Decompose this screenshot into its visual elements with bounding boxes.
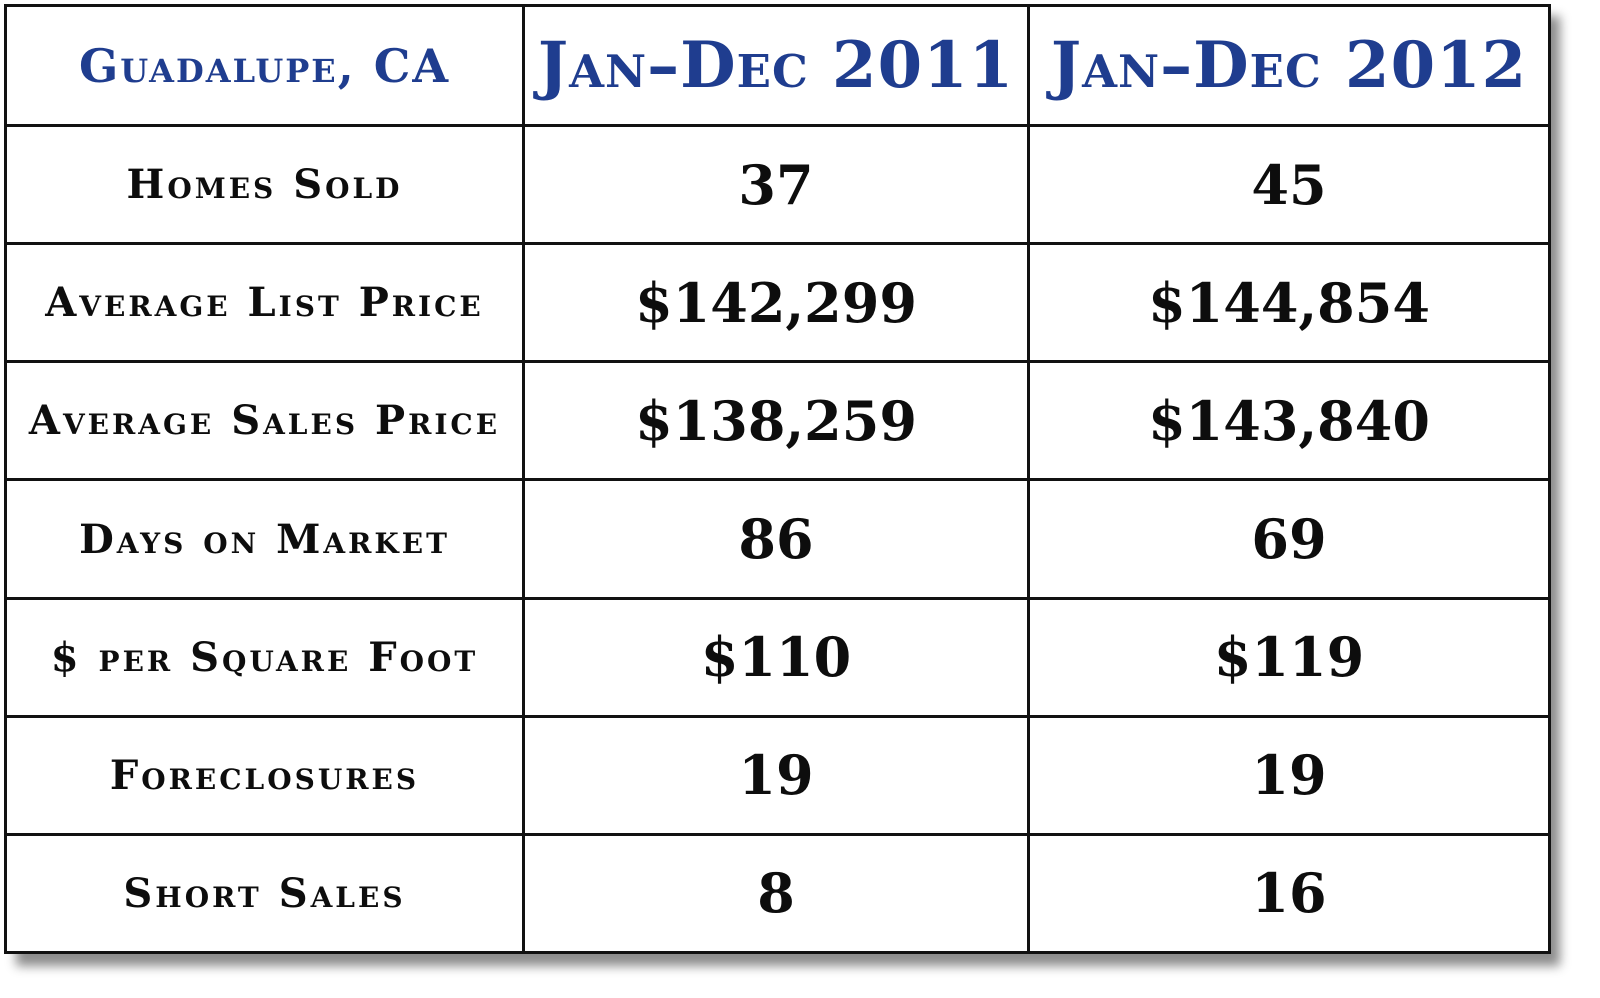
value-2011: 86 xyxy=(738,507,814,571)
row-label: Homes Sold xyxy=(126,161,403,209)
value-2012: 69 xyxy=(1251,507,1327,571)
location-header: Guadalupe, CA xyxy=(4,3,525,128)
value-2011: 19 xyxy=(738,743,814,808)
value-2011-cell: 19 xyxy=(522,714,1030,836)
row-label-cell: $ per Square Foot xyxy=(4,596,525,718)
value-2012-cell: 19 xyxy=(1027,714,1551,836)
market-stats-table: Guadalupe, CA Jan–Dec 2011 Jan–Dec 2012 … xyxy=(4,3,1551,955)
value-2012: $144,854 xyxy=(1148,270,1430,335)
stats-card: Guadalupe, CA Jan–Dec 2011 Jan–Dec 2012 … xyxy=(4,3,1551,955)
value-2011-cell: $142,299 xyxy=(522,242,1030,364)
value-2011: $110 xyxy=(700,625,852,690)
row-label: $ per Square Foot xyxy=(50,633,479,681)
value-2012: $143,840 xyxy=(1148,388,1430,453)
value-2012-cell: 69 xyxy=(1027,478,1551,600)
row-label-cell: Average Sales Price xyxy=(4,360,525,482)
row-label: Average List Price xyxy=(45,279,484,327)
period-2012-header: Jan–Dec 2012 xyxy=(1027,3,1551,128)
row-label: Days on Market xyxy=(79,515,450,563)
period-2011-header: Jan–Dec 2011 xyxy=(522,3,1030,128)
value-2012-cell: $144,854 xyxy=(1027,242,1551,364)
value-2012-cell: 45 xyxy=(1027,124,1551,246)
value-2011: $138,259 xyxy=(635,388,917,453)
table-row: Average List Price $142,299 $144,854 xyxy=(4,242,1551,364)
period-2011-header-text: Jan–Dec 2011 xyxy=(537,28,1015,104)
row-label-cell: Short Sales xyxy=(4,832,525,955)
table-row: Foreclosures 19 19 xyxy=(4,714,1551,836)
value-2011: 8 xyxy=(757,861,795,926)
row-label-cell: Foreclosures xyxy=(4,714,525,836)
table-row: Days on Market 86 69 xyxy=(4,478,1551,600)
row-label-cell: Days on Market xyxy=(4,478,525,600)
table-row: Short Sales 8 16 xyxy=(4,832,1551,955)
value-2011: 37 xyxy=(738,152,814,217)
value-2011-cell: 8 xyxy=(522,832,1030,955)
value-2011-cell: 37 xyxy=(522,124,1030,246)
table-row: $ per Square Foot $110 $119 xyxy=(4,596,1551,718)
value-2011-cell: $138,259 xyxy=(522,360,1030,482)
location-header-text: Guadalupe, CA xyxy=(78,38,451,93)
value-2011-cell: $110 xyxy=(522,596,1030,718)
period-2012-header-text: Jan–Dec 2012 xyxy=(1050,28,1528,104)
row-label: Short Sales xyxy=(123,869,406,917)
value-2011: $142,299 xyxy=(635,270,917,335)
header-row: Guadalupe, CA Jan–Dec 2011 Jan–Dec 2012 xyxy=(4,3,1551,128)
row-label-cell: Average List Price xyxy=(4,242,525,364)
value-2012: 19 xyxy=(1251,743,1327,808)
row-label: Average Sales Price xyxy=(28,397,501,445)
row-label: Foreclosures xyxy=(109,751,420,799)
value-2012-cell: $143,840 xyxy=(1027,360,1551,482)
value-2012: 16 xyxy=(1251,861,1327,926)
value-2012-cell: 16 xyxy=(1027,832,1551,955)
table-row: Homes Sold 37 45 xyxy=(4,124,1551,246)
value-2012: 45 xyxy=(1251,152,1327,217)
table-row: Average Sales Price $138,259 $143,840 xyxy=(4,360,1551,482)
row-label-cell: Homes Sold xyxy=(4,124,525,246)
value-2012-cell: $119 xyxy=(1027,596,1551,718)
value-2012: $119 xyxy=(1213,625,1365,690)
value-2011-cell: 86 xyxy=(522,478,1030,600)
